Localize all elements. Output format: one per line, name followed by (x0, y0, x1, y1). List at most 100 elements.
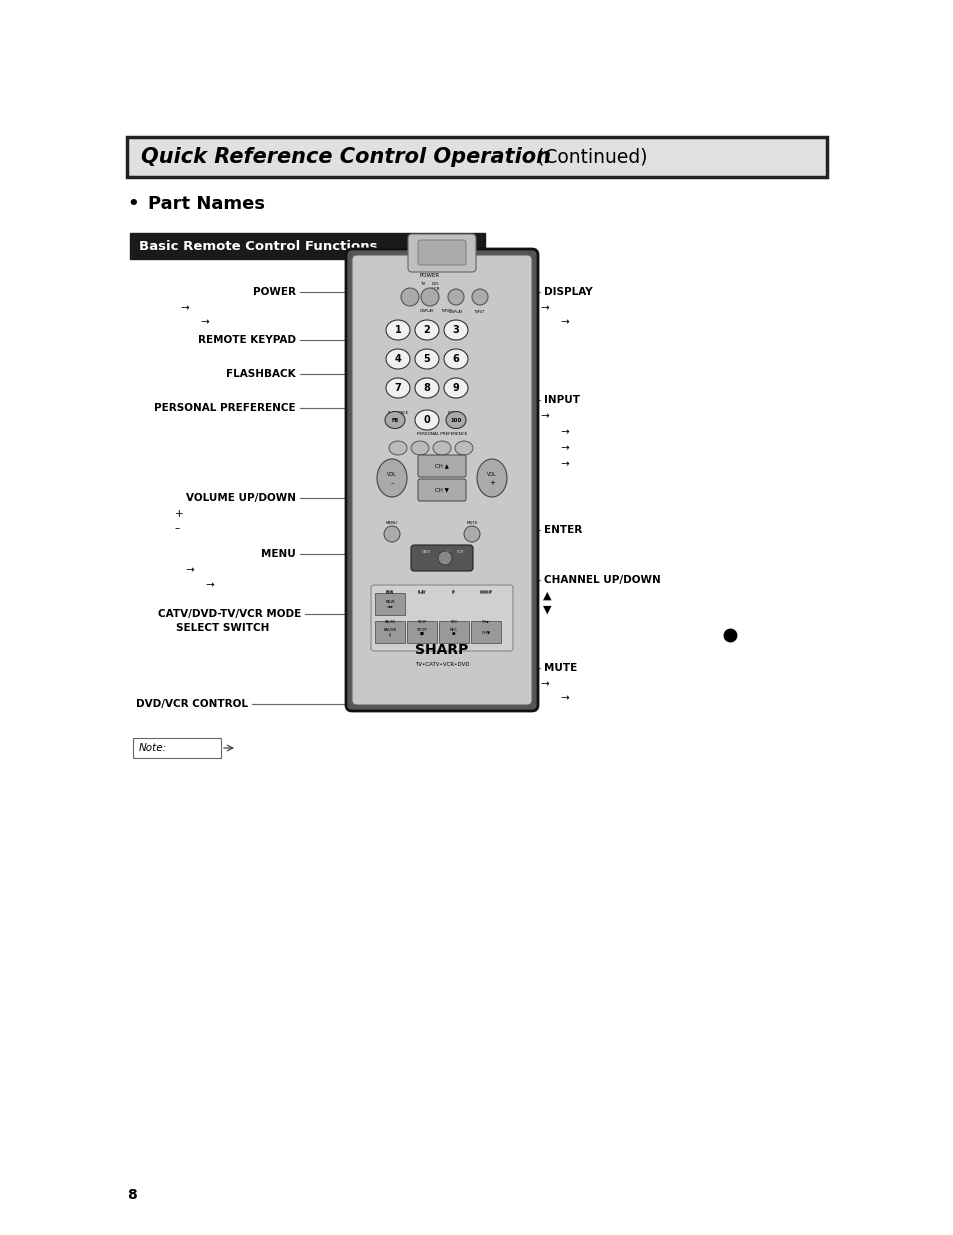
Ellipse shape (443, 350, 468, 369)
Text: VOL: VOL (387, 472, 396, 477)
Text: SELECT SWITCH: SELECT SWITCH (175, 622, 269, 634)
Ellipse shape (415, 410, 438, 430)
FancyBboxPatch shape (438, 621, 469, 643)
Circle shape (437, 551, 452, 564)
Text: INPUT: INPUT (475, 310, 485, 314)
Text: Quick Reference Control Operation: Quick Reference Control Operation (141, 147, 551, 167)
Ellipse shape (415, 378, 438, 398)
FancyBboxPatch shape (471, 621, 500, 643)
Text: PAUSE
‖: PAUSE ‖ (383, 627, 396, 636)
Text: –: – (174, 522, 180, 534)
Text: PERSONAL PREFERENCE: PERSONAL PREFERENCE (154, 403, 295, 412)
Text: 2: 2 (423, 325, 430, 335)
Text: Part Names: Part Names (148, 195, 265, 212)
Text: (Continued): (Continued) (531, 147, 647, 167)
FancyBboxPatch shape (417, 454, 465, 477)
Text: CATV/DVD-TV/VCR MODE: CATV/DVD-TV/VCR MODE (157, 609, 301, 619)
Ellipse shape (443, 320, 468, 340)
Text: 5: 5 (423, 354, 430, 364)
Text: →: → (559, 427, 568, 437)
Text: INPUT: INPUT (543, 395, 579, 405)
Ellipse shape (433, 441, 451, 454)
Text: →: → (559, 443, 568, 453)
FancyBboxPatch shape (407, 621, 436, 643)
Text: PERSONAL PREFERENCE: PERSONAL PREFERENCE (416, 432, 467, 436)
Text: →: → (180, 303, 189, 312)
Ellipse shape (386, 320, 410, 340)
Text: FF: FF (452, 592, 456, 595)
Text: +: + (174, 509, 183, 519)
Text: VOL: VOL (487, 472, 497, 477)
Text: 9: 9 (452, 383, 459, 393)
Text: 8: 8 (423, 383, 430, 393)
Ellipse shape (386, 378, 410, 398)
Text: →: → (559, 459, 568, 469)
Text: ENTER: ENTER (448, 411, 459, 415)
Text: CH▼: CH▼ (481, 620, 490, 624)
Text: →: → (539, 679, 548, 689)
Text: TV: TV (444, 550, 449, 555)
Text: CHSKIP: CHSKIP (479, 590, 492, 594)
Text: MUTE: MUTE (543, 663, 577, 673)
Text: VOLUME UP/DOWN: VOLUME UP/DOWN (186, 493, 295, 503)
FancyBboxPatch shape (417, 240, 465, 266)
Text: FLASHBACK: FLASHBACK (226, 369, 295, 379)
Text: PLAY: PLAY (417, 590, 426, 594)
FancyBboxPatch shape (352, 254, 532, 705)
FancyBboxPatch shape (417, 479, 465, 501)
Text: CHSKIP: CHSKIP (479, 592, 492, 595)
Text: →: → (539, 303, 548, 312)
Text: →: → (200, 317, 209, 327)
Text: DIG
VCR: DIG VCR (432, 282, 440, 290)
Text: VCR: VCR (456, 550, 464, 555)
Text: REMOTE KEYPAD: REMOTE KEYPAD (198, 335, 295, 345)
Text: 3: 3 (452, 325, 459, 335)
Text: CH▼: CH▼ (481, 630, 490, 634)
Text: •: • (127, 195, 138, 212)
Ellipse shape (415, 320, 438, 340)
FancyBboxPatch shape (375, 621, 405, 643)
Text: SHARP: SHARP (415, 643, 468, 657)
Text: REC: REC (450, 620, 457, 624)
Ellipse shape (476, 459, 506, 496)
Bar (130, 233, 484, 259)
Circle shape (472, 289, 488, 305)
Text: Note:: Note: (139, 743, 167, 753)
Text: DISPLAY: DISPLAY (543, 287, 592, 296)
Text: ENTER: ENTER (543, 525, 581, 535)
Text: DISPLAY: DISPLAY (448, 310, 463, 314)
Ellipse shape (411, 441, 429, 454)
Text: +: + (489, 480, 495, 487)
Text: →: → (539, 411, 548, 421)
Text: DVD/VCR CONTROL: DVD/VCR CONTROL (136, 699, 248, 709)
Text: Basic Remote Control Functions: Basic Remote Control Functions (139, 240, 377, 252)
Text: MENU: MENU (386, 521, 397, 525)
Circle shape (384, 526, 399, 542)
Bar (127, 137, 826, 177)
Text: PAUSE: PAUSE (384, 620, 395, 624)
Circle shape (463, 526, 479, 542)
Text: FLASHBACK: FLASHBACK (388, 411, 409, 415)
Text: ▲: ▲ (542, 592, 551, 601)
Text: ▼: ▼ (542, 605, 551, 615)
FancyBboxPatch shape (411, 545, 473, 571)
FancyBboxPatch shape (346, 249, 537, 711)
Text: DISPLAY: DISPLAY (419, 309, 434, 312)
Ellipse shape (376, 459, 407, 496)
Text: 7: 7 (395, 383, 401, 393)
FancyBboxPatch shape (371, 585, 513, 651)
Text: 6: 6 (452, 354, 459, 364)
Text: DVD: DVD (437, 558, 445, 562)
Ellipse shape (385, 411, 405, 429)
Text: 1: 1 (395, 325, 401, 335)
Ellipse shape (446, 411, 465, 429)
Text: CHANNEL UP/DOWN: CHANNEL UP/DOWN (543, 576, 660, 585)
Text: →: → (559, 693, 568, 703)
Text: 0: 0 (423, 415, 430, 425)
Circle shape (448, 289, 463, 305)
Text: INPUT: INPUT (441, 309, 452, 312)
FancyBboxPatch shape (375, 593, 405, 615)
Text: FB: FB (391, 417, 398, 422)
Text: 4: 4 (395, 354, 401, 364)
Text: REW: REW (385, 590, 394, 594)
